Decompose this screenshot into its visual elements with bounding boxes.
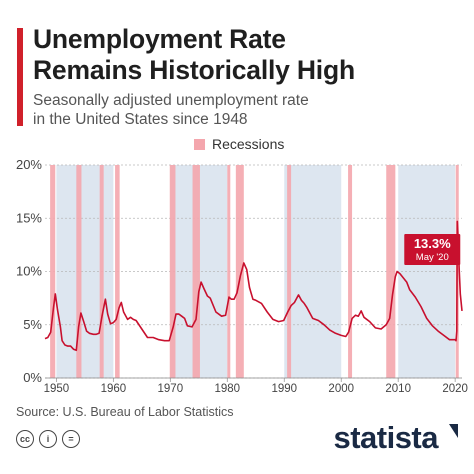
subtitle-line-2: in the United States since 1948 <box>33 111 248 128</box>
recession-band <box>76 165 82 378</box>
callout-box <box>404 234 461 265</box>
chart-subtitle: Seasonally adjusted unemployment rate in… <box>33 91 309 129</box>
title-line-2: Remains Historically High <box>33 55 355 85</box>
cc-icon[interactable]: cc <box>16 430 34 448</box>
x-tick-label: 1950 <box>44 383 70 395</box>
by-icon[interactable]: i <box>39 430 57 448</box>
x-tick-label: 1960 <box>101 383 127 395</box>
callout-value: 13.3% <box>414 236 451 251</box>
x-tick-label: 2010 <box>385 383 411 395</box>
nd-icon[interactable]: = <box>62 430 80 448</box>
recession-band <box>348 165 353 378</box>
y-tick-label: 0% <box>23 370 42 385</box>
decade-band <box>284 165 342 378</box>
chart-title: Unemployment Rate Remains Historically H… <box>33 24 355 86</box>
recession-band <box>99 165 104 378</box>
recession-band <box>169 165 176 378</box>
y-tick-label: 5% <box>23 317 42 332</box>
x-tick-label: 2020 <box>442 383 468 395</box>
recession-band <box>50 165 56 378</box>
title-accent-bar <box>17 28 23 126</box>
statista-logo[interactable]: statista <box>333 420 458 456</box>
source-note: Source: U.S. Bureau of Labor Statistics <box>16 405 234 419</box>
callout-date: May '20 <box>416 252 449 263</box>
x-tick-label: 1990 <box>271 383 297 395</box>
chart-legend: Recessions <box>194 136 284 152</box>
y-tick-label: 10% <box>16 264 42 279</box>
y-tick-label: 20% <box>16 157 42 172</box>
recession-band <box>192 165 200 378</box>
x-tick-label: 1970 <box>158 383 184 395</box>
title-line-1: Unemployment Rate <box>33 24 286 54</box>
recession-band <box>227 165 231 378</box>
brand-name: statista <box>333 420 438 455</box>
brand-mark-icon <box>440 424 458 438</box>
recession-legend-label: Recessions <box>212 136 285 152</box>
unemployment-series-line <box>44 220 463 352</box>
recession-band <box>386 165 396 378</box>
recession-band <box>287 165 292 378</box>
recession-band <box>235 165 244 378</box>
x-tick-label: 1980 <box>214 383 240 395</box>
decade-band <box>56 165 114 378</box>
x-tick-label: 2000 <box>328 383 354 395</box>
subtitle-line-1: Seasonally adjusted unemployment rate <box>33 92 309 109</box>
recession-legend-swatch <box>194 138 205 150</box>
license-icons: cc i = <box>16 430 80 448</box>
recession-band <box>115 165 120 378</box>
y-tick-label: 15% <box>16 210 42 225</box>
